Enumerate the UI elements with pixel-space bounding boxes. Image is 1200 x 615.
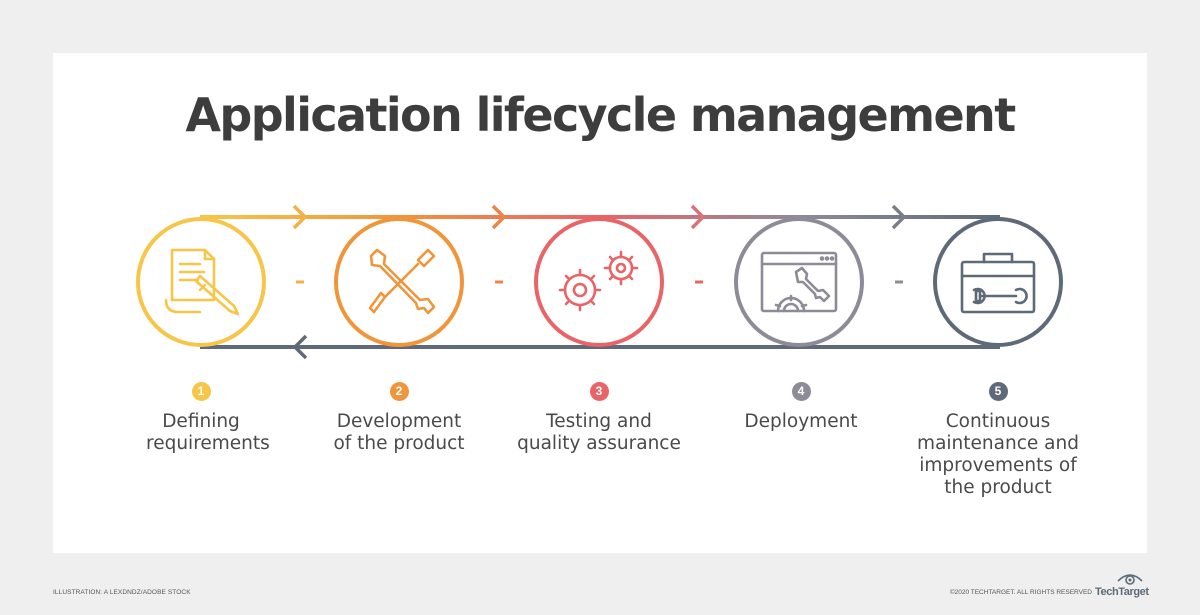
wrench-screwdriver-icon — [368, 248, 436, 315]
step-number-badge: 5 — [988, 382, 1008, 401]
step-number-badge: 1 — [191, 382, 211, 401]
toolbox-icon — [960, 252, 1036, 314]
step-3-circle — [534, 217, 664, 347]
browser-wrench-gear-icon — [760, 251, 838, 313]
step-label: Testing and quality assurance — [517, 411, 681, 454]
document-pencil-icon — [164, 248, 240, 316]
step-3: 3 Testing and quality assurance — [494, 382, 704, 455]
forward-arrow-icon — [690, 204, 706, 230]
step-2: 2 Development of the product — [294, 382, 504, 455]
step-label: Continuous maintenance and improvements … — [917, 411, 1079, 498]
step-label: Deployment — [744, 411, 858, 432]
gears-icon — [558, 250, 639, 312]
illustration-credit: ILLUSTRATION: A LEXDNDZ/ADOBE STOCK — [53, 589, 191, 596]
forward-arrow-icon — [491, 204, 507, 230]
step-number-badge: 2 — [389, 382, 409, 401]
step-5-circle — [933, 217, 1063, 347]
return-arrow-icon — [292, 334, 308, 360]
step-label: Defining requirements — [146, 411, 270, 454]
techtarget-logo: TechTarget — [1095, 586, 1149, 598]
step-1-circle — [136, 217, 266, 347]
techtarget-eye-icon — [1117, 574, 1143, 585]
step-number-badge: 3 — [589, 382, 609, 401]
copyright-notice: ©2020 TECHTARGET. ALL RIGHTS RESERVED — [949, 589, 1092, 596]
forward-arrow-icon — [292, 204, 308, 230]
step-1: 1 Defining requirements — [96, 382, 306, 455]
page-title: Application lifecycle management — [185, 88, 1016, 142]
step-number-badge: 4 — [791, 382, 811, 401]
step-label: Development of the product — [333, 411, 465, 454]
step-5: 5 Continuous maintenance and improvement… — [893, 382, 1103, 499]
forward-arrow-icon — [891, 204, 907, 230]
step-4: 4 Deployment — [696, 382, 906, 433]
